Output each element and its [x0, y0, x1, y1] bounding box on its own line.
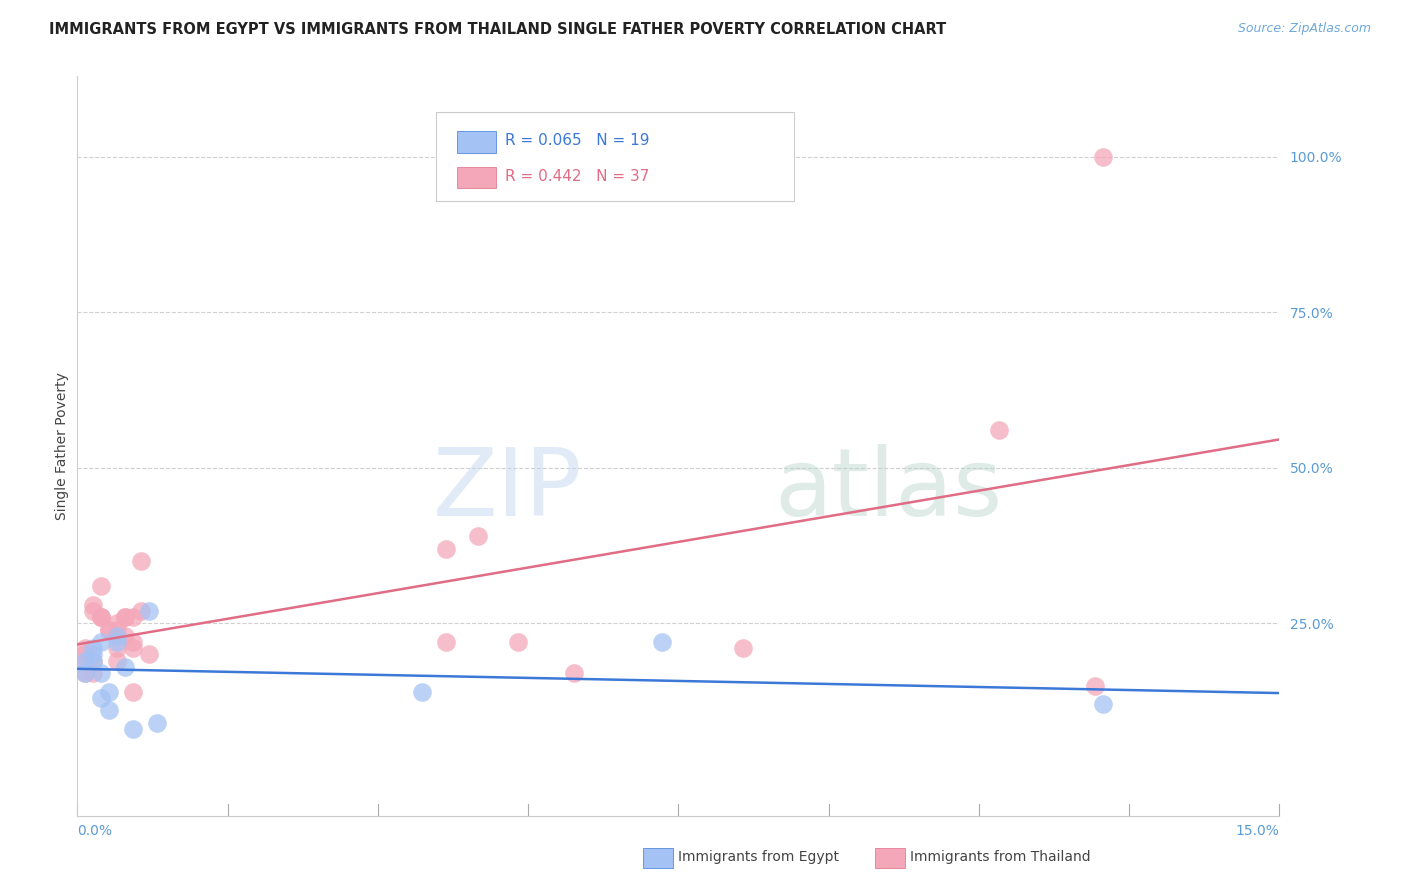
Point [138, 648, 160, 662]
Point [82, 666, 104, 681]
Point [114, 629, 136, 643]
Point [90, 666, 112, 681]
Point [114, 610, 136, 624]
Point [122, 722, 145, 736]
Text: 0.0%: 0.0% [77, 823, 112, 838]
Point [82, 654, 104, 668]
Point [82, 641, 104, 656]
Point [122, 610, 145, 624]
Text: Source: ZipAtlas.com: Source: ZipAtlas.com [1237, 22, 1371, 36]
Point [107, 635, 129, 649]
Point [731, 641, 754, 656]
Point [114, 660, 136, 674]
Point [90, 579, 112, 593]
Point [508, 635, 530, 649]
Point [82, 654, 104, 668]
Point [122, 635, 145, 649]
Point [75, 654, 97, 668]
Point [651, 635, 673, 649]
Text: R = 0.065   N = 19: R = 0.065 N = 19 [505, 134, 650, 148]
Point [107, 616, 129, 631]
Y-axis label: Single Father Poverty: Single Father Poverty [55, 372, 69, 520]
Point [75, 641, 97, 656]
Point [82, 604, 104, 618]
Point [122, 685, 145, 699]
Text: Immigrants from Thailand: Immigrants from Thailand [910, 850, 1090, 864]
Point [75, 666, 97, 681]
Point [1092, 150, 1115, 164]
Point [1092, 697, 1115, 711]
Text: atlas: atlas [775, 444, 1002, 536]
Point [98, 685, 121, 699]
Point [107, 629, 129, 643]
Point [411, 685, 433, 699]
Text: IMMIGRANTS FROM EGYPT VS IMMIGRANTS FROM THAILAND SINGLE FATHER POVERTY CORRELAT: IMMIGRANTS FROM EGYPT VS IMMIGRANTS FROM… [49, 22, 946, 37]
Point [107, 654, 129, 668]
Point [90, 610, 112, 624]
Point [82, 598, 104, 612]
Point [107, 641, 129, 656]
Text: R = 0.442   N = 37: R = 0.442 N = 37 [505, 169, 650, 184]
Point [107, 623, 129, 637]
Point [1084, 679, 1107, 693]
Point [75, 648, 97, 662]
Point [434, 541, 457, 556]
Point [82, 648, 104, 662]
Point [131, 554, 153, 568]
Point [90, 610, 112, 624]
Point [75, 654, 97, 668]
Point [122, 641, 145, 656]
Point [98, 623, 121, 637]
Point [131, 604, 153, 618]
Point [146, 715, 169, 730]
Point [90, 690, 112, 705]
Point [562, 666, 585, 681]
Text: ZIP: ZIP [433, 444, 582, 536]
Point [138, 604, 160, 618]
Point [75, 666, 97, 681]
Text: 15.0%: 15.0% [1236, 823, 1279, 838]
Point [98, 623, 121, 637]
Point [114, 610, 136, 624]
Point [90, 635, 112, 649]
Point [988, 424, 1011, 438]
Point [434, 635, 457, 649]
Point [467, 529, 489, 543]
Text: Immigrants from Egypt: Immigrants from Egypt [678, 850, 839, 864]
Point [98, 703, 121, 717]
Point [90, 610, 112, 624]
